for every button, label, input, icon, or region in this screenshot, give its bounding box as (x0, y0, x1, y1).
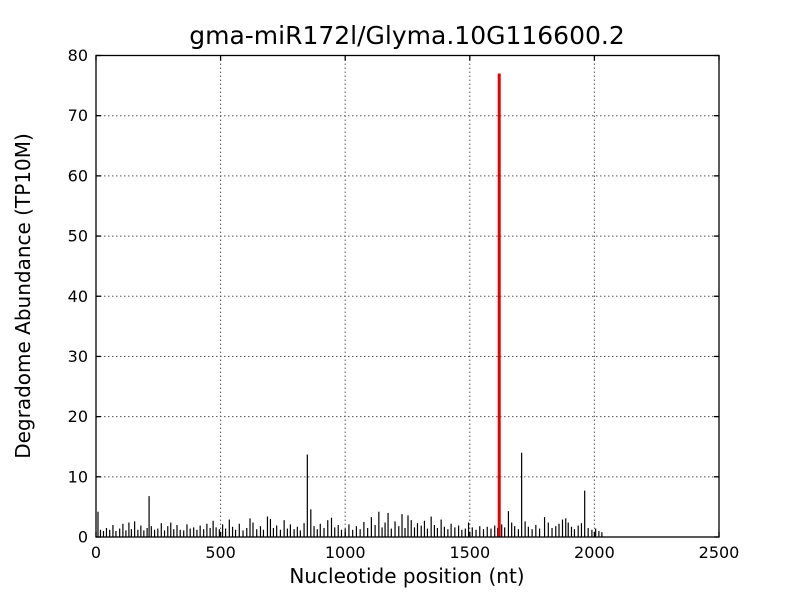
x-tick-label: 1500 (449, 543, 490, 562)
axes: 0 500 1000 1500 2000 2500 0 10 20 30 40 50 60 70 80 (68, 46, 740, 562)
x-tick-label: 2500 (699, 543, 740, 562)
y-tick-label: 50 (68, 227, 88, 246)
y-axis-label: Degradome Abundance (TP10M) (11, 133, 35, 459)
y-tick-label: 70 (68, 106, 88, 125)
grid-lines (96, 55, 719, 537)
chart-title: gma-miR172l/Glyma.10G116600.2 (189, 21, 625, 50)
y-tick-label: 0 (78, 528, 88, 547)
y-tick-label: 20 (68, 407, 88, 426)
y-tick-label: 30 (68, 347, 88, 366)
x-tick-label: 500 (205, 543, 236, 562)
y-tick-label: 40 (68, 287, 88, 306)
y-tick-label: 10 (68, 467, 88, 486)
x-axis-label: Nucleotide position (nt) (289, 564, 524, 588)
x-tick-label: 0 (91, 543, 101, 562)
x-tick-label: 1000 (325, 543, 366, 562)
y-tick-label: 80 (68, 46, 88, 65)
x-tick-label: 2000 (574, 543, 615, 562)
abundance-spikes (97, 73, 603, 537)
y-tick-label: 60 (68, 166, 88, 185)
